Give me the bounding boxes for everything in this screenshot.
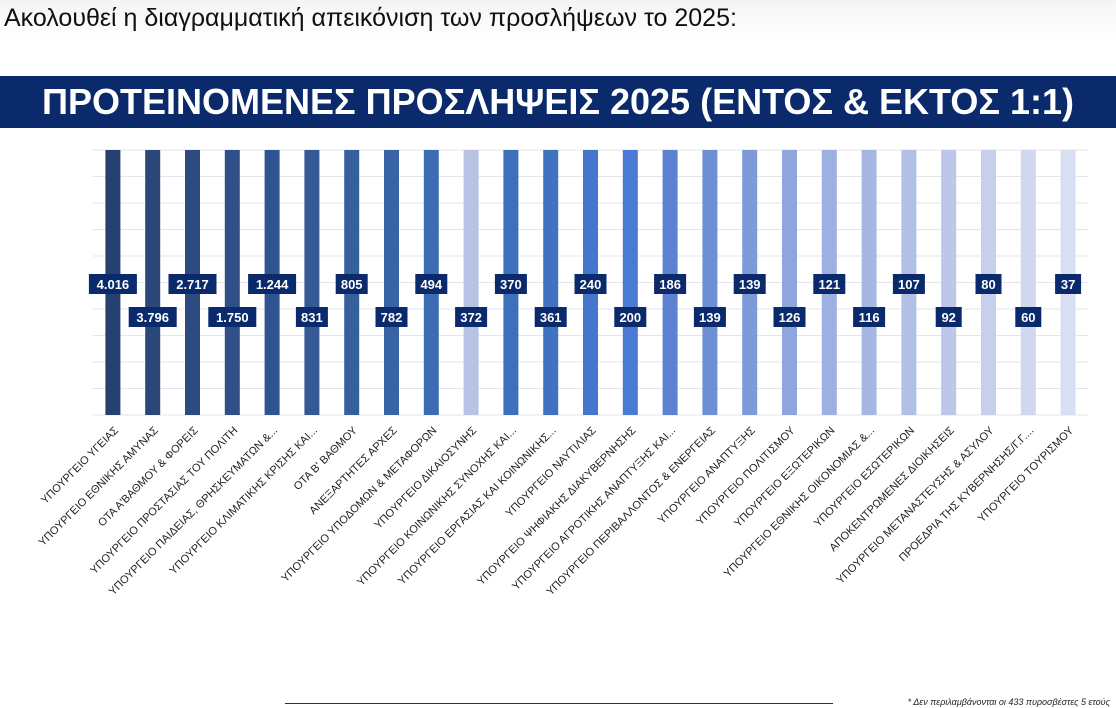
bar [543,150,559,415]
bar [702,150,718,415]
value-label-box [975,274,1002,294]
value-label: 2.717 [176,277,209,292]
value-label: 139 [739,277,761,292]
bar [224,150,240,415]
value-label-box [813,274,846,294]
value-label-box [88,274,137,294]
category-label: ΥΠΟΥΡΓΕΙΟ ΥΓΕΙΑΣ [39,424,121,506]
chart-title: ΠΡΟΤΕΙΝΟΜΕΝΕΣ ΠΡΟΣΛΗΨΕΙΣ 2025 (ΕΝΤΟΣ & Ε… [0,76,1116,128]
intro-text: Ακολουθεί η διαγραμματική απεικόνιση των… [4,4,737,32]
value-label: 361 [540,310,562,325]
bar [861,150,877,415]
value-label-box [128,307,177,327]
value-label: 372 [460,310,482,325]
value-label: 37 [1061,277,1075,292]
value-label: 126 [779,310,801,325]
value-label: 80 [981,277,995,292]
value-label-box [168,274,217,294]
value-label-box [892,274,925,294]
value-label-box [335,274,368,294]
category-label: ΥΠΟΥΡΓΕΙΟ ΚΛΙΜΑΤΙΚΗΣ ΚΡΙΣΗΣ ΚΑΙ... [167,425,320,578]
value-label: 107 [898,277,920,292]
top-band [0,0,1116,40]
value-label: 370 [500,277,522,292]
value-label: 805 [341,277,363,292]
bar [384,150,399,415]
bar [304,150,320,415]
value-label-box [415,274,448,294]
bar [1020,150,1036,415]
value-label: 92 [941,310,955,325]
bar [463,150,479,415]
value-label: 494 [420,277,442,292]
value-label-box [1015,307,1042,327]
value-label: 139 [699,310,721,325]
value-label-box [494,274,527,294]
value-label: 60 [1021,310,1035,325]
value-label-box [208,307,257,327]
value-label: 1.750 [216,310,249,325]
value-label-box [295,307,328,327]
value-label-box [455,307,488,327]
value-label-box [534,307,567,327]
value-label: 121 [818,277,840,292]
value-label-box [654,274,687,294]
bar [782,150,797,415]
value-label-box [375,307,408,327]
bar [941,150,957,415]
footnote: * Δεν περιλαμβάνονται οι 433 πυροσβέστες… [907,697,1110,707]
value-label-box [935,307,962,327]
value-label: 3.796 [136,310,169,325]
value-label: 1.244 [256,277,289,292]
value-label-box [614,307,647,327]
bottom-divider [285,703,833,704]
bar [622,150,638,415]
value-label: 186 [659,277,681,292]
category-label: ΥΠΟΥΡΓΕΙΟ ΠΡΟΣΤΑΣΙΑΣ ΤΟΥ ΠΟΛΙΤΗ [88,425,240,577]
value-label: 831 [301,310,323,325]
value-label-box [853,307,886,327]
value-label-box [733,274,766,294]
value-label: 782 [381,310,403,325]
bar [145,150,161,415]
value-label-box [574,274,607,294]
value-label: 116 [859,310,880,325]
value-label-box [248,274,297,294]
category-label: ΥΠΟΥΡΓΕΙΟ ΕΘΝΙΚΗΣ ΟΙΚΟΝΟΜΙΑΣ &... [722,425,877,580]
value-label-box [1055,274,1082,294]
value-label: 240 [580,277,602,292]
value-label: 200 [619,310,641,325]
value-label-box [773,307,806,327]
value-label: 4.016 [97,277,130,292]
value-label-box [693,307,726,327]
